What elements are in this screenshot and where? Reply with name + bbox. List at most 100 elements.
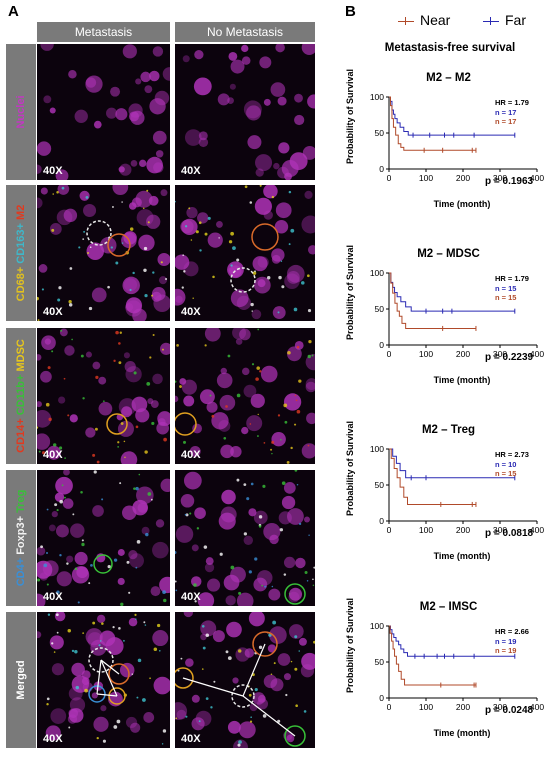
marker-speckle (116, 719, 121, 724)
marker-speckle (67, 414, 70, 417)
nucleus-blob (152, 630, 169, 647)
marker-speckle (238, 740, 242, 744)
marker-speckle (144, 624, 147, 626)
far-line-icon (483, 17, 499, 25)
marker-speckle (54, 503, 58, 507)
y-tick-label: 100 (370, 621, 384, 631)
marker-speckle (133, 487, 136, 490)
nucleus-blob (125, 366, 142, 383)
marker-speckle (68, 726, 71, 729)
nucleus-blob (46, 445, 61, 460)
nucleus-blob (55, 476, 73, 495)
annotation-circle (108, 687, 126, 705)
marker-speckle (83, 230, 86, 233)
marker-speckle (132, 271, 135, 275)
nucleus-blob (128, 202, 137, 210)
nucleus-blob (219, 394, 236, 411)
marker-speckle (258, 515, 263, 519)
magnification-label: 40X (43, 306, 63, 318)
marker-speckle (290, 660, 293, 663)
nucleus-blob (97, 614, 106, 624)
marker-speckle (201, 668, 204, 670)
marker-speckle (251, 310, 253, 312)
nucleus-blob (247, 135, 262, 150)
marker-speckle (43, 563, 48, 568)
nucleus-blob (195, 710, 212, 727)
micrograph-tile: 40X (175, 612, 315, 748)
x-tick-label: 300 (493, 525, 507, 535)
marker-speckle (45, 402, 50, 407)
micrograph-tile: 40X (175, 470, 315, 606)
y-axis-label: Probability of Survival (345, 597, 355, 693)
legend-label-near: Near (420, 12, 451, 28)
nucleus-blob (189, 445, 201, 457)
nucleus-blob (119, 662, 135, 678)
marker-speckle (285, 693, 288, 697)
marker-speckle (93, 470, 97, 474)
row-label-text: CD14+ CD11b+ MDSC (15, 339, 27, 453)
nucleus-blob (284, 172, 292, 180)
marker-speckle (121, 242, 124, 244)
nucleus-blob (294, 114, 305, 126)
marker-speckle (298, 522, 302, 526)
nucleus-blob (157, 252, 170, 267)
nucleus-blob (248, 508, 257, 517)
marker-speckle (205, 633, 210, 638)
marker-speckle (71, 649, 75, 653)
marker-speckle (185, 715, 188, 718)
marker-speckle (256, 366, 260, 370)
nucleus-blob (191, 544, 199, 552)
marker-speckle (46, 508, 49, 511)
marker-speckle (271, 195, 275, 199)
nucleus-blob (152, 373, 163, 385)
marker-speckle (144, 293, 148, 298)
nucleus-blob (37, 409, 52, 428)
nucleus-blob (153, 294, 170, 313)
marker-speckle (313, 640, 315, 644)
marker-speckle (257, 328, 260, 331)
nucleus-blob (301, 44, 315, 55)
nucleus-blob (68, 70, 77, 79)
x-axis-label: Time (month) (433, 551, 491, 561)
marker-speckle (228, 240, 233, 244)
nucleus-blob (200, 633, 207, 641)
nucleus-blob (175, 254, 190, 270)
nucleus-blob (162, 67, 170, 81)
p-value: p = 0.2239 (485, 352, 534, 363)
nucleus-blob (183, 612, 194, 618)
magnification-label: 40X (181, 591, 201, 603)
marker-speckle (94, 427, 98, 431)
nucleus-blob (43, 95, 52, 104)
marker-speckle (230, 565, 235, 570)
nucleus-blob (221, 489, 236, 505)
marker-speckle (53, 651, 56, 653)
p-value: p = 0.0818 (485, 528, 534, 539)
marker-speckle (207, 216, 211, 220)
marker-speckle (47, 366, 51, 370)
nucleus-blob (37, 546, 46, 556)
survival-curve-near (389, 272, 476, 329)
nucleus-blob (243, 384, 257, 398)
micrograph-tile: 40X (175, 328, 315, 464)
nucleus-blob (68, 708, 79, 719)
marker-speckle (283, 403, 288, 408)
marker-speckle (51, 228, 55, 232)
row-label-3: CD4+ Foxp3+ Treg (6, 470, 36, 606)
marker-speckle (98, 644, 101, 647)
n-far: n = 19 (495, 637, 517, 646)
marker-speckle (144, 450, 148, 454)
marker-speckle (183, 270, 186, 273)
x-tick-label: 200 (456, 349, 470, 359)
marker-speckle (254, 557, 258, 561)
nucleus-blob (250, 393, 265, 408)
nucleus-blob (274, 220, 289, 234)
marker-speckle (46, 697, 50, 701)
marker-speckle (146, 381, 151, 386)
nucleus-blob (37, 354, 42, 361)
nucleus-blob (270, 82, 286, 97)
marker-speckle (294, 394, 297, 397)
marker-speckle (183, 440, 187, 444)
marker-speckle (150, 498, 153, 501)
nucleus-blob (183, 471, 202, 490)
marker-speckle (223, 436, 227, 440)
